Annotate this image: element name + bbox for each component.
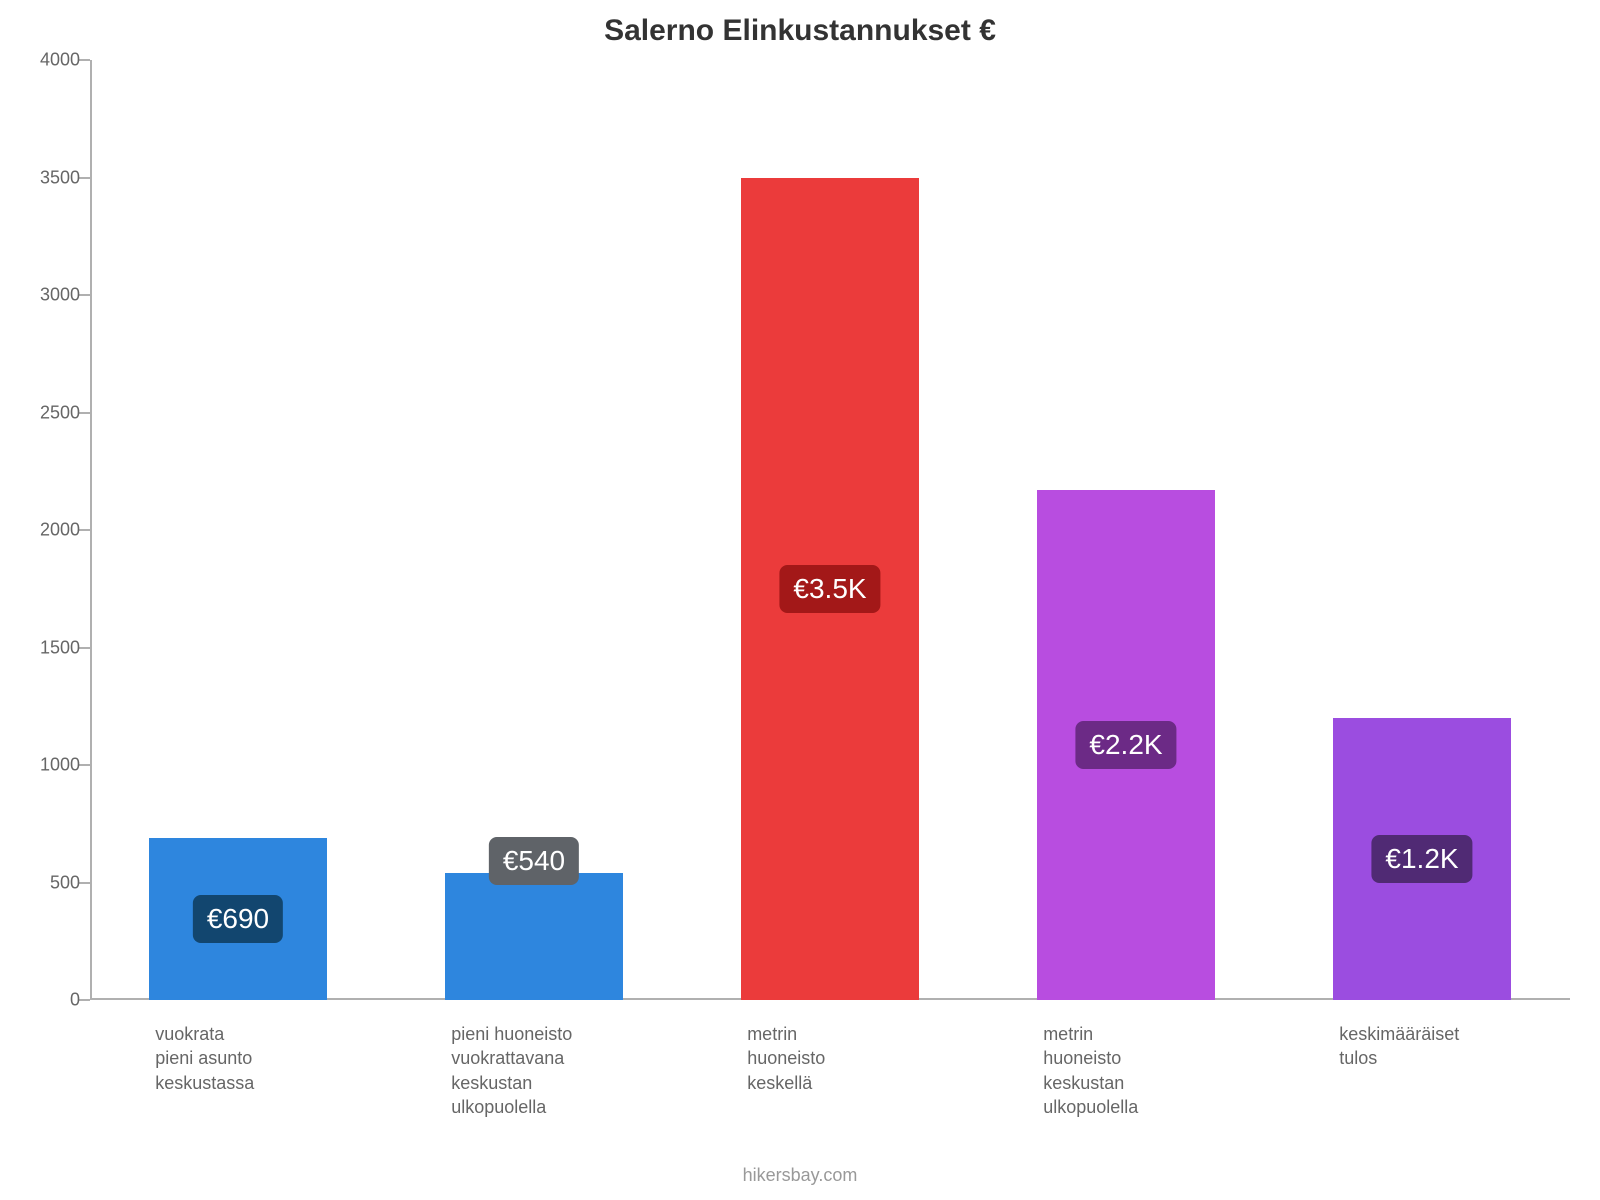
x-axis-label: metrinhuoneistokeskellä xyxy=(747,1022,965,1095)
bar: €3.5K xyxy=(741,178,919,1001)
y-tick-label: 0 xyxy=(70,990,90,1011)
x-axis-label: vuokratapieni asuntokeskustassa xyxy=(155,1022,373,1095)
x-axis-label: metrinhuoneistokeskustanulkopuolella xyxy=(1043,1022,1261,1119)
plot-area: €690€540€3.5K€2.2K€1.2K 0500100015002000… xyxy=(90,60,1570,1000)
y-tick-label: 4000 xyxy=(40,50,90,71)
bar: €540 xyxy=(445,873,623,1000)
attribution-text: hikersbay.com xyxy=(0,1165,1600,1186)
y-tick-label: 2500 xyxy=(40,402,90,423)
bars-layer: €690 €540 €3.5K €2.2K €1.2K xyxy=(90,60,1570,1000)
bar: €1.2K xyxy=(1333,718,1511,1000)
value-badge: €690 xyxy=(193,895,283,943)
y-tick-label: 3000 xyxy=(40,285,90,306)
y-tick-label: 1000 xyxy=(40,755,90,776)
y-tick-label: 2000 xyxy=(40,520,90,541)
y-tick-label: 3500 xyxy=(40,167,90,188)
chart-container: Salerno Elinkustannukset € €690 €540 €3.5K… xyxy=(0,0,1600,1200)
y-tick-label: 1500 xyxy=(40,637,90,658)
value-badge: €2.2K xyxy=(1075,721,1176,769)
value-badge: €1.2K xyxy=(1371,835,1472,883)
chart-title: Salerno Elinkustannukset € xyxy=(0,14,1600,48)
value-badge: €3.5K xyxy=(779,565,880,613)
bar: €690 xyxy=(149,838,327,1000)
value-badge: €540 xyxy=(489,837,579,885)
x-axis-label: keskimääräisettulos xyxy=(1339,1022,1557,1071)
x-axis-label: pieni huoneistovuokrattavanakeskustanulk… xyxy=(451,1022,669,1119)
y-tick-label: 500 xyxy=(50,872,90,893)
bar: €2.2K xyxy=(1037,490,1215,1000)
